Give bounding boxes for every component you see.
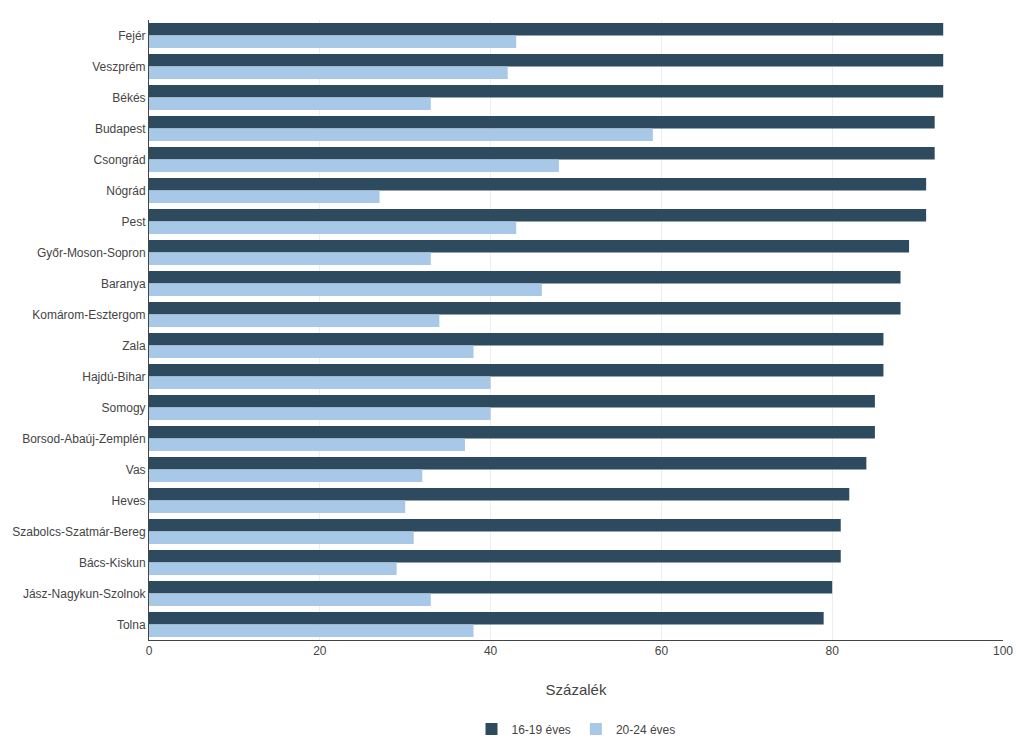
svg-text:Baranya: Baranya xyxy=(101,277,146,291)
svg-text:Pest: Pest xyxy=(122,215,147,229)
svg-text:Budapest: Budapest xyxy=(95,122,146,136)
svg-text:Fejér: Fejér xyxy=(118,29,145,43)
svg-text:Zala: Zala xyxy=(122,339,146,353)
svg-text:Borsod-Abaúj-Zemplén: Borsod-Abaúj-Zemplén xyxy=(22,432,145,446)
svg-text:16-19 éves: 16-19 éves xyxy=(512,723,571,737)
svg-text:Hajdú-Bihar: Hajdú-Bihar xyxy=(82,370,145,384)
svg-text:Szabolcs-Szatmár-Bereg: Szabolcs-Szatmár-Bereg xyxy=(12,525,145,539)
svg-text:100: 100 xyxy=(993,644,1013,658)
svg-text:20-24 éves: 20-24 éves xyxy=(616,723,675,737)
svg-text:Csongrád: Csongrád xyxy=(94,153,146,167)
svg-text:20: 20 xyxy=(313,644,327,658)
svg-text:0: 0 xyxy=(146,644,153,658)
svg-text:Veszprém: Veszprém xyxy=(92,60,145,74)
svg-text:Tolna: Tolna xyxy=(117,618,146,632)
svg-text:80: 80 xyxy=(826,644,840,658)
svg-text:Békés: Békés xyxy=(112,91,145,105)
svg-text:60: 60 xyxy=(655,644,669,658)
svg-text:Bács-Kiskun: Bács-Kiskun xyxy=(79,556,146,570)
svg-text:Vas: Vas xyxy=(126,463,146,477)
svg-text:Győr-Moson-Sopron: Győr-Moson-Sopron xyxy=(37,246,146,260)
svg-text:40: 40 xyxy=(484,644,498,658)
svg-text:Százalék: Százalék xyxy=(546,681,607,698)
svg-text:Jász-Nagykun-Szolnok: Jász-Nagykun-Szolnok xyxy=(23,587,147,601)
svg-text:Heves: Heves xyxy=(112,494,146,508)
svg-text:Komárom-Esztergom: Komárom-Esztergom xyxy=(32,308,145,322)
svg-text:Somogy: Somogy xyxy=(102,401,146,415)
svg-text:Nógrád: Nógrád xyxy=(106,184,145,198)
